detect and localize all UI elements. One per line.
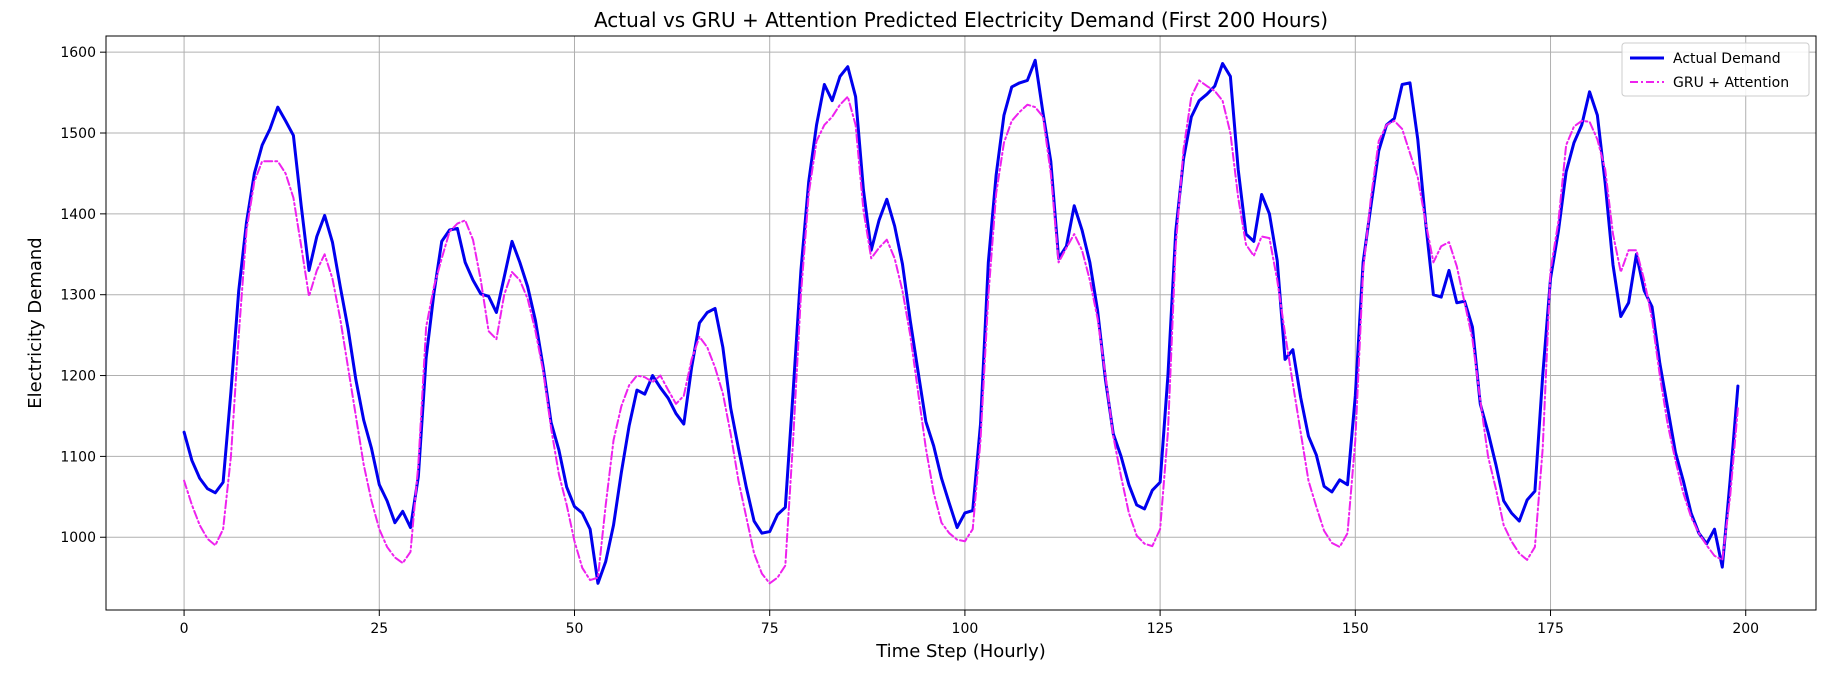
x-tick-label: 125: [1147, 621, 1174, 637]
y-tick-label: 1100: [60, 449, 96, 465]
y-tick-label: 1200: [60, 369, 96, 385]
legend-box: [1621, 42, 1810, 97]
y-tick-label: 1600: [60, 45, 96, 61]
grid-lines: [106, 36, 1816, 610]
x-tick-label: 25: [370, 621, 388, 637]
series-lines: [182, 58, 1740, 585]
y-tick-label: 1000: [60, 530, 96, 546]
y-tick-label: 1400: [60, 207, 96, 223]
y-tick-label: 1300: [60, 288, 96, 304]
x-axis-label: Time Step (Hourly): [875, 641, 1046, 662]
legend: Actual Demand GRU + Attention: [1621, 42, 1810, 97]
x-tick-label: 75: [761, 621, 779, 637]
x-tick-label: 200: [1732, 621, 1759, 637]
x-tick-label: 175: [1537, 621, 1564, 637]
series-line-gru-attention: [183, 79, 1739, 585]
plot-area-frame: [105, 35, 1817, 611]
legend-label-actual: Actual Demand: [1673, 51, 1781, 67]
y-axis-ticks: 1000 1100 1200 1300 1400 1500 1600: [60, 45, 106, 546]
chart-title: Actual vs GRU + Attention Predicted Elec…: [594, 8, 1328, 32]
x-tick-label: 50: [566, 621, 584, 637]
y-axis-label: Electricity Demand: [25, 237, 46, 408]
x-tick-label: 150: [1342, 621, 1369, 637]
x-axis-ticks: 0 25 50 75 100 125 150 175 200: [180, 610, 1759, 637]
x-tick-label: 100: [952, 621, 979, 637]
x-tick-label: 0: [180, 621, 189, 637]
y-tick-label: 1500: [60, 126, 96, 142]
legend-label-gru: GRU + Attention: [1673, 75, 1789, 91]
